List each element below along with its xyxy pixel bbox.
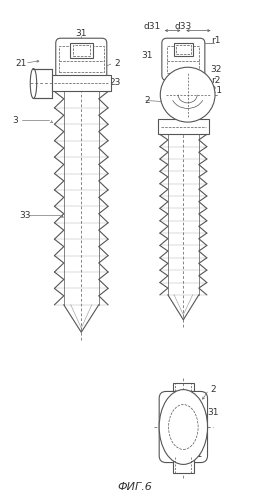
Text: 23: 23: [109, 78, 120, 88]
Text: 31: 31: [207, 408, 219, 416]
Bar: [158, 120, 209, 134]
Bar: [174, 43, 193, 56]
Circle shape: [160, 68, 215, 122]
Text: 2: 2: [115, 58, 120, 68]
Text: 2: 2: [144, 96, 150, 105]
Text: 321: 321: [206, 86, 223, 95]
Bar: [70, 43, 93, 58]
FancyBboxPatch shape: [162, 38, 205, 80]
Text: 32: 32: [210, 65, 221, 74]
Text: 21: 21: [191, 450, 202, 459]
Bar: [176, 44, 191, 54]
Bar: [173, 456, 194, 473]
Bar: [169, 408, 198, 446]
Text: ФИГ.6: ФИГ.6: [117, 482, 153, 492]
Bar: [167, 46, 200, 73]
FancyBboxPatch shape: [159, 392, 208, 462]
Bar: [33, 68, 52, 98]
Text: d31: d31: [144, 22, 161, 31]
Text: 3: 3: [13, 116, 18, 125]
Text: r1: r1: [211, 36, 220, 45]
Ellipse shape: [30, 68, 37, 98]
Bar: [73, 44, 90, 56]
FancyBboxPatch shape: [56, 38, 107, 80]
Text: r2: r2: [211, 76, 220, 85]
Bar: [173, 384, 194, 398]
Text: d33: d33: [175, 22, 192, 31]
Text: 21: 21: [15, 58, 26, 68]
Bar: [59, 46, 104, 72]
Bar: [52, 76, 111, 92]
Text: 33: 33: [19, 210, 31, 220]
Ellipse shape: [159, 390, 208, 464]
Text: 31: 31: [76, 28, 87, 38]
Text: 31: 31: [141, 51, 153, 60]
Text: 2: 2: [210, 385, 216, 394]
